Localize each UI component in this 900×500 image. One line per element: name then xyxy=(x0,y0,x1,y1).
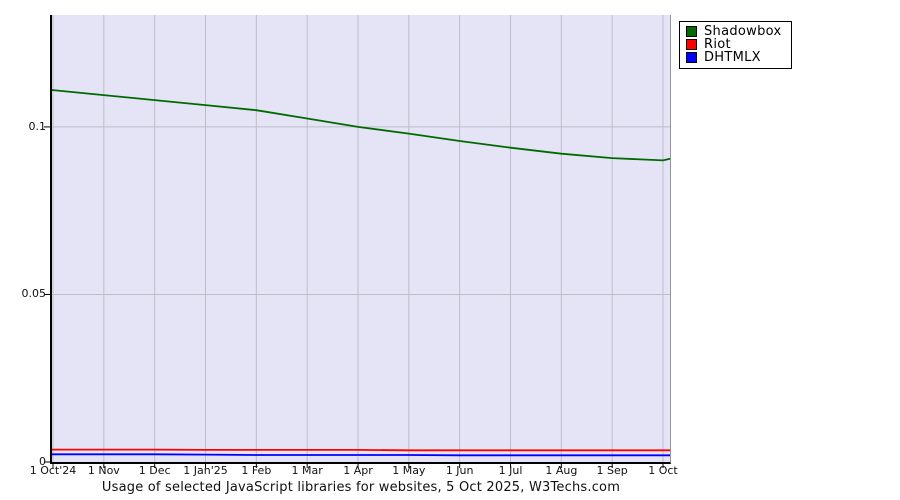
legend-item-riot: Riot xyxy=(686,38,782,51)
x-axis-label: 1 Jan'25 xyxy=(183,464,228,477)
series-line-dhtmlx xyxy=(52,453,670,457)
legend-swatch-icon xyxy=(686,39,697,50)
x-axis-label: 1 Jul xyxy=(498,464,523,477)
x-axis-label: 1 Oct'24 xyxy=(29,464,77,477)
plot-area xyxy=(44,15,671,468)
legend-label: Shadowbox xyxy=(704,24,782,39)
plot-background xyxy=(52,15,670,462)
x-axis-label: 1 May xyxy=(392,464,426,477)
chart-title: Usage of selected JavaScript libraries f… xyxy=(101,480,621,495)
x-axis-label: 1 Apr xyxy=(343,464,373,477)
x-axis-label: 1 Jun xyxy=(445,464,474,477)
legend-label: Riot xyxy=(704,37,731,52)
x-axis-label: 1 Nov xyxy=(87,464,120,477)
legend-swatch-icon xyxy=(686,52,697,63)
x-axis-label: 1 Dec xyxy=(138,464,171,477)
y-axis-label: 0 xyxy=(39,455,46,468)
y-axis-label: 0.05 xyxy=(21,287,47,301)
x-axis-label: 1 Aug xyxy=(545,464,578,477)
plot-svg xyxy=(44,15,671,468)
legend-swatch-icon xyxy=(686,26,697,37)
series-line-riot xyxy=(52,448,670,452)
legend-item-dhtmlx: DHTMLX xyxy=(686,51,782,64)
x-axis-label: 1 Feb xyxy=(241,464,272,477)
x-axis-label: 1 Sep xyxy=(596,464,628,477)
y-axis-label: 0.1 xyxy=(28,119,47,133)
x-axis-label: 1 Oct xyxy=(648,464,678,477)
series-line-shadowbox xyxy=(52,89,671,162)
x-axis-label: 1 Mar xyxy=(291,464,323,477)
legend-label: DHTMLX xyxy=(704,50,761,65)
legend-item-shadowbox: Shadowbox xyxy=(686,25,782,38)
legend: Shadowbox Riot DHTMLX xyxy=(679,21,792,69)
